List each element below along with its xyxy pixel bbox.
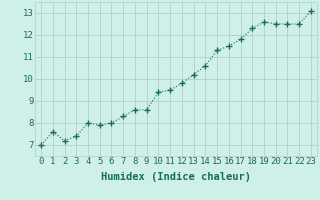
X-axis label: Humidex (Indice chaleur): Humidex (Indice chaleur) bbox=[101, 172, 251, 182]
